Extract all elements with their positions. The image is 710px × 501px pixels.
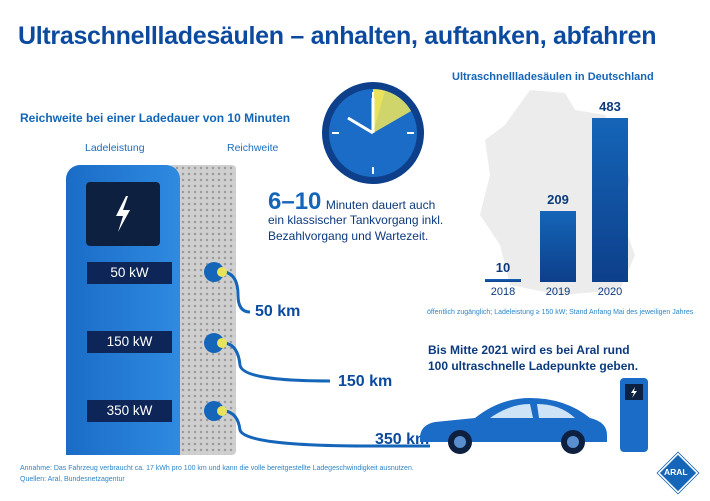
x-tick-2020: 2020 [597, 286, 623, 298]
power-350: 350 kW [87, 400, 172, 422]
power-50: 50 kW [87, 262, 172, 284]
range-subtitle: Reichweite bei einer Ladedauer von 10 Mi… [20, 111, 291, 125]
aral-logo-text: ARAL [664, 467, 688, 477]
bar-2018 [485, 278, 521, 282]
power-header: Ladeleistung [85, 142, 145, 154]
sources-note: Quellen: Aral, Bundesnetzagentur [20, 476, 125, 483]
plug-icons [204, 262, 227, 421]
value-label-2019: 209 [547, 192, 569, 208]
range-150: 150 km [338, 373, 393, 390]
refuel-info: 6–10 Minuten dauert auch [268, 188, 435, 216]
chart-footnote: öffentlich zugänglich; Ladeleistung ≥ 15… [427, 309, 694, 316]
x-tick-2018: 2018 [490, 286, 516, 298]
refuel-line1: Minuten dauert auch [325, 198, 436, 212]
aral-plan: Bis Mitte 2021 wird es bei Aral rund 100… [428, 342, 638, 374]
range-header: Reichweite [227, 142, 279, 154]
range-50: 50 km [255, 303, 301, 320]
refuel-line2: ein klassischer Tankvorgang inkl. [268, 213, 444, 227]
bar-2020 [592, 118, 628, 282]
aral-line1: Bis Mitte 2021 wird es bei Aral rund [428, 343, 630, 357]
assumption-note: Annahme: Das Fahrzeug verbraucht ca. 17 … [20, 465, 414, 472]
range-350: 350 km [375, 431, 430, 448]
clock-icon [322, 82, 424, 184]
bar-2019 [540, 211, 576, 282]
value-label-2018: 10 [495, 259, 511, 275]
x-tick-2019: 2019 [545, 286, 571, 298]
refuel-line3: Bezahlvorgang und Wartezeit. [268, 229, 429, 243]
small-charger-icon [620, 378, 648, 452]
power-150: 150 kW [87, 331, 172, 353]
chart-title: Ultraschnellladesäulen in Deutschland [452, 71, 654, 83]
lightning-icon [116, 196, 130, 232]
aral-line2: 100 ultraschnelle Ladepunkte geben. [428, 359, 639, 373]
car-icon [420, 398, 607, 454]
minutes-big: 6–10 [268, 188, 322, 215]
value-label-2020: 483 [599, 99, 621, 114]
charger-screen [86, 182, 160, 246]
page-title: Ultraschnellladesäulen – anhalten, aufta… [18, 22, 657, 50]
